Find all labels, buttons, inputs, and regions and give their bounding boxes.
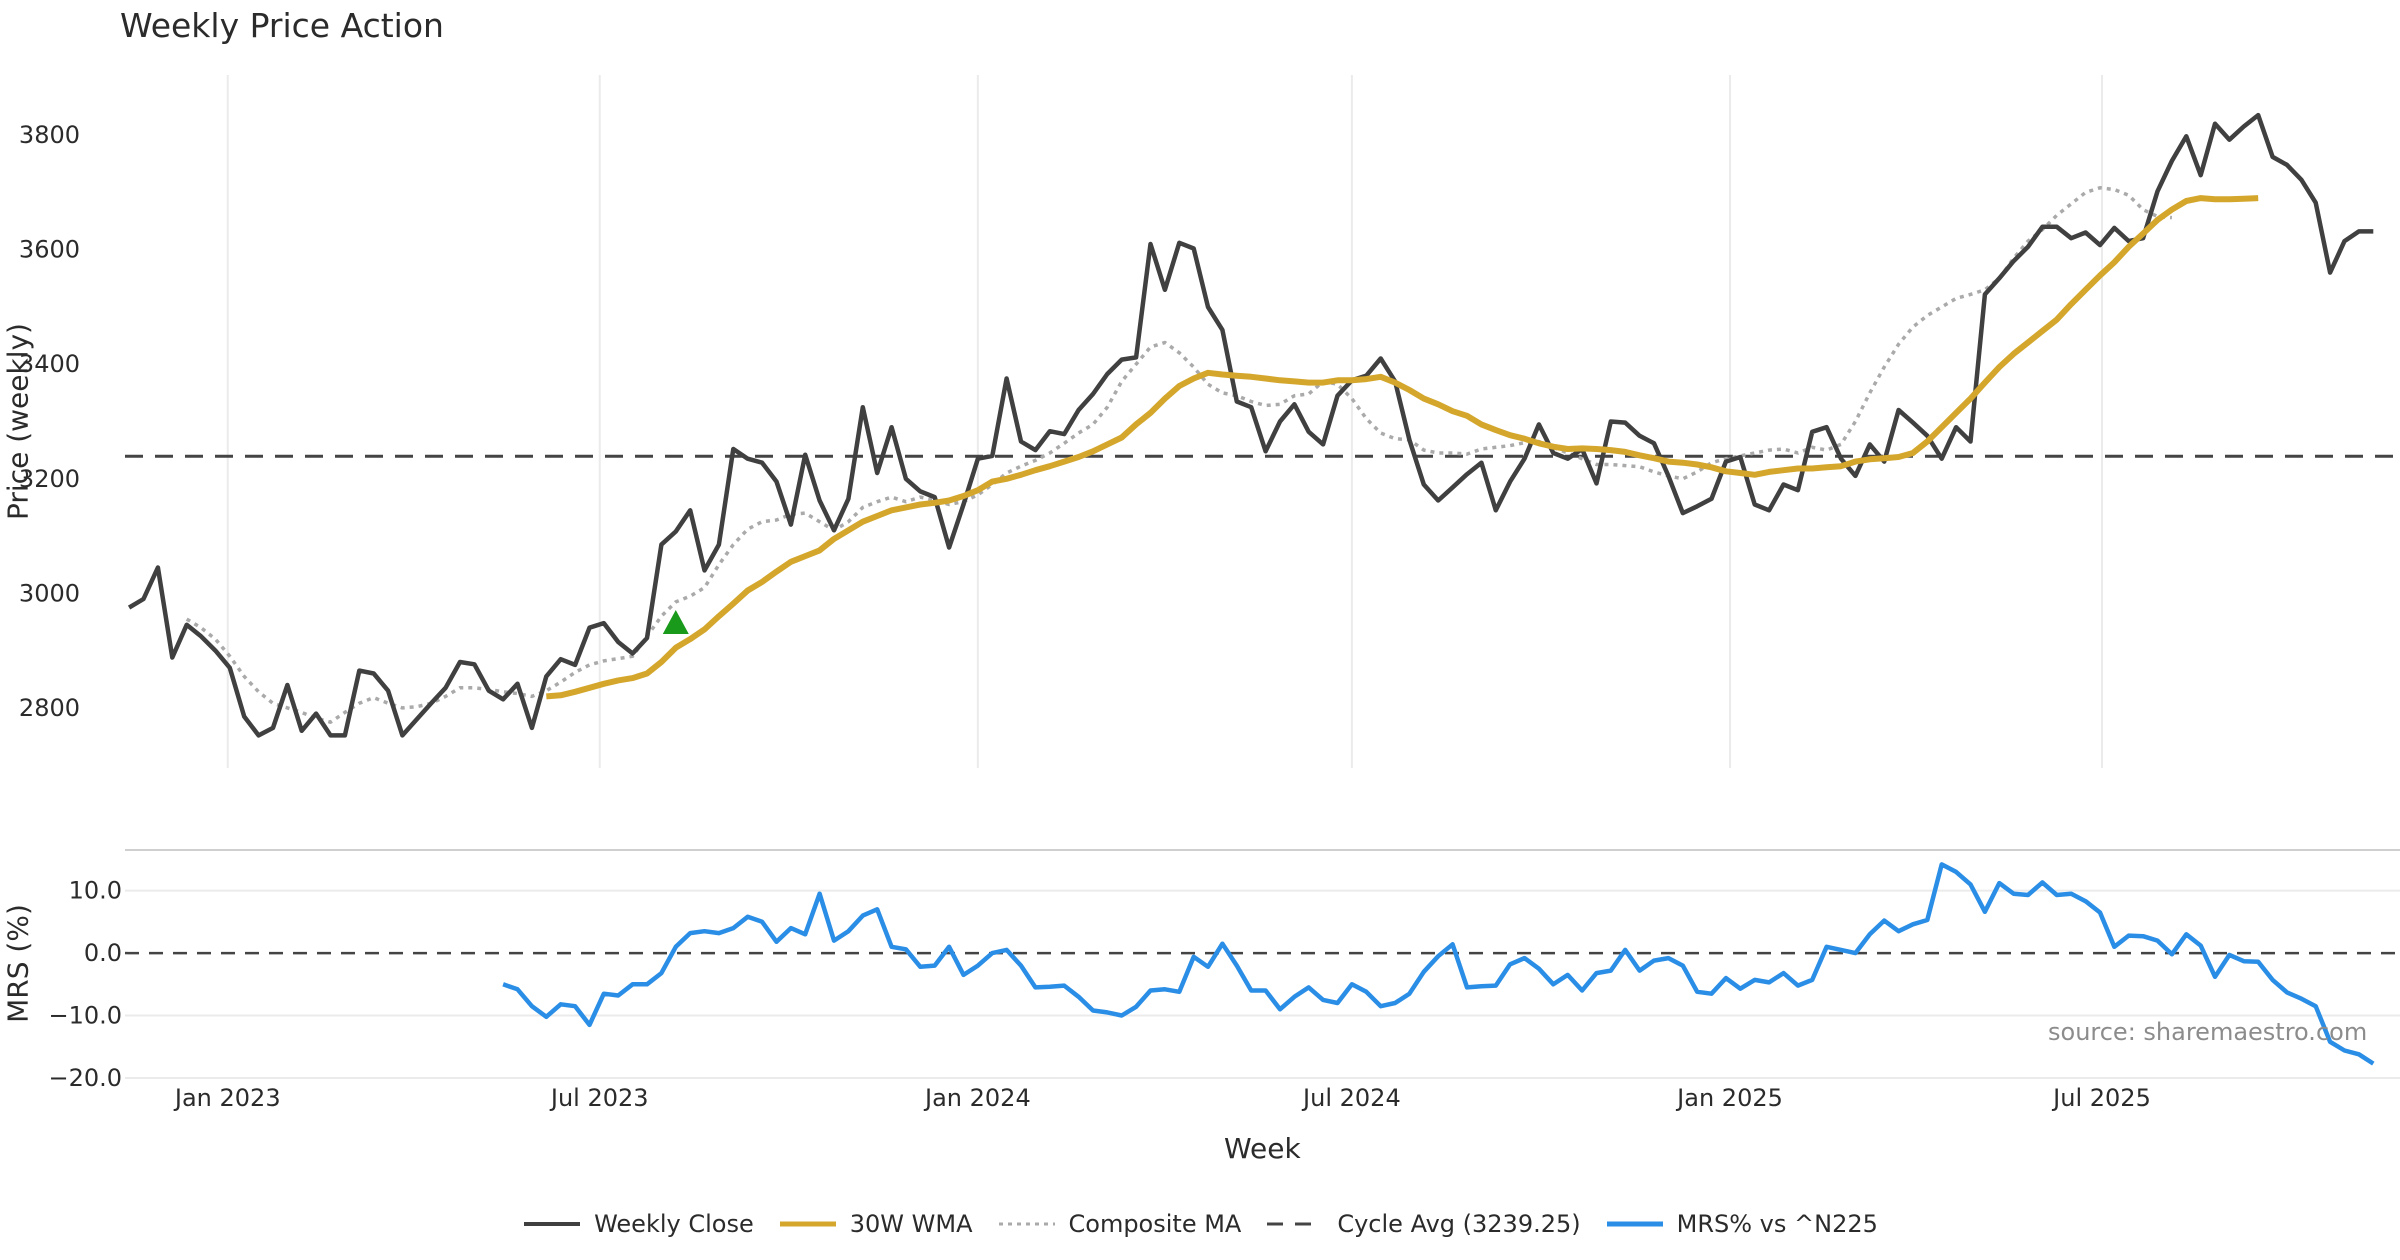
mrs-y-tick-label: 0.0 [84,939,122,967]
legend: Weekly Close 30W WMA Composite MA Cycle … [0,1210,2400,1238]
chart-title: Weekly Price Action [120,6,444,45]
price-y-tick-label: 3200 [19,465,80,493]
price-y-axis-title: Price (weekly) [1,323,35,520]
legend-label-mrs: MRS% vs ^N225 [1676,1210,1878,1238]
buy-signal-marker [662,609,689,634]
legend-item-composite: Composite MA [997,1210,1242,1238]
legend-item-wma: 30W WMA [778,1210,973,1238]
price-y-tick-label: 3000 [19,579,80,607]
price-y-ticks: 2800 3000 3200 3400 3600 3800 [19,121,80,722]
mrs-y-ticks: −20.0 −10.0 0.0 10.0 [48,877,122,1092]
source-note: source: sharemaestro.com [2048,1018,2368,1046]
x-tick-label: Jan 2025 [1675,1084,1783,1112]
mrs-y-tick-label: −10.0 [48,1002,122,1030]
price-y-tick-label: 3400 [19,350,80,378]
legend-item-close: Weekly Close [522,1210,754,1238]
legend-label-close: Weekly Close [594,1210,754,1238]
weekly-close-line [127,112,2374,738]
composite-ma-line [185,186,2173,724]
legend-label-composite: Composite MA [1068,1210,1242,1238]
mrs-y-tick-label: −20.0 [48,1064,122,1092]
price-lines [125,112,2400,738]
legend-item-cycle: Cycle Avg (3239.25) [1265,1210,1581,1238]
price-y-tick-label: 2800 [19,694,80,722]
mrs-lines [125,862,2400,1066]
legend-swatch-wma [779,1221,836,1227]
legend-swatch-mrs [1606,1221,1663,1227]
price-y-tick-label: 3800 [19,121,80,149]
wma-line [546,195,2259,700]
x-tick-label: Jan 2024 [923,1084,1031,1112]
price-y-tick-label: 3600 [19,236,80,264]
x-tick-label: Jul 2024 [1301,1084,1401,1112]
x-tick-label: Jan 2023 [173,1084,281,1112]
x-tick-labels: Jan 2023 Jul 2023 Jan 2024 Jul 2024 Jan 2025… [173,1084,2151,1112]
x-tick-label: Jul 2025 [2051,1084,2151,1112]
mrs-line [502,862,2375,1066]
legend-label-wma: 30W WMA [849,1210,973,1238]
x-axis-title: Week [1224,1132,1301,1165]
legend-item-mrs: MRS% vs ^N225 [1605,1210,1878,1238]
legend-label-cycle: Cycle Avg (3239.25) [1337,1210,1581,1238]
mrs-y-axis-title: MRS (%) [1,904,35,1023]
legend-swatch-composite [998,1222,1055,1226]
price-grid [226,75,2104,768]
legend-swatch-cycle [1267,1222,1324,1226]
x-tick-label: Jul 2023 [549,1084,649,1112]
legend-swatch-close [524,1222,581,1226]
mrs-y-tick-label: 10.0 [69,877,122,905]
mrs-grid [125,889,2400,1079]
